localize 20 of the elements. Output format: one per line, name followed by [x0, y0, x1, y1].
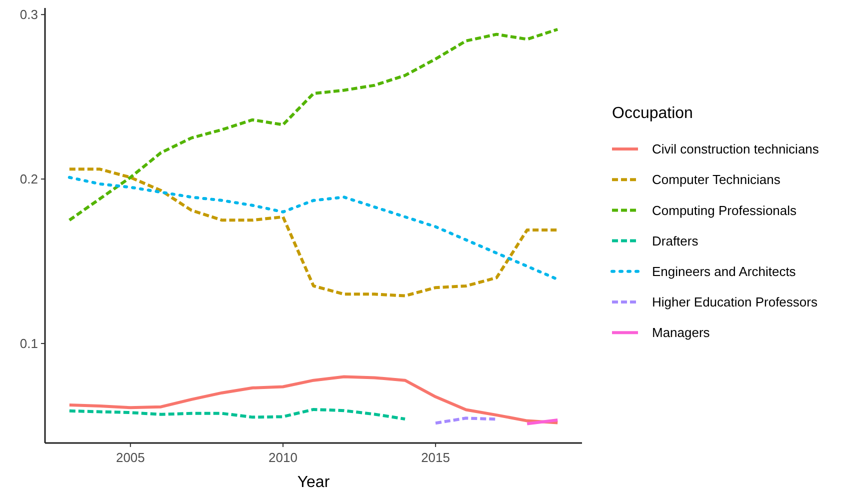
- y-tick-label: 0.3: [20, 7, 38, 22]
- legend-label: Computing Professionals: [652, 202, 798, 218]
- line-series: [68, 176, 560, 281]
- legend-label: Engineers and Architects: [652, 264, 796, 279]
- legend-label: Managers: [652, 325, 710, 340]
- y-tick-label: 0.2: [20, 172, 38, 187]
- x-tick-label: 2010: [268, 450, 298, 465]
- legend-label: Higher Education Professors: [652, 294, 818, 310]
- legend-label: Civil construction technicians: [652, 142, 820, 157]
- x-axis-title: Year: [297, 474, 330, 491]
- line-series: [68, 168, 560, 298]
- line-series: [68, 408, 407, 420]
- legend-label: Drafters: [652, 233, 699, 248]
- legend-title: Occupation: [612, 105, 693, 122]
- line-series: [68, 375, 560, 424]
- x-tick-label: 2005: [116, 450, 145, 465]
- y-tick-label: 0.1: [20, 336, 38, 352]
- x-tick-label: 2015: [421, 450, 450, 465]
- legend-label: Computer Technicians: [652, 172, 781, 188]
- line-series: [68, 28, 560, 222]
